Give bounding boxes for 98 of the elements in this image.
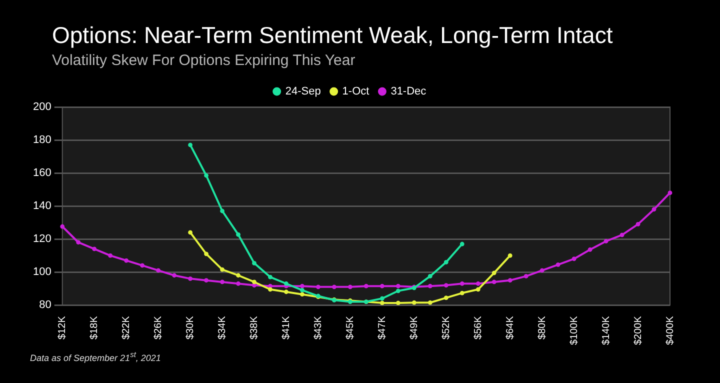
point	[460, 281, 464, 286]
point	[204, 278, 208, 283]
y-tick-label: 100	[32, 266, 52, 278]
y-tick-label: 80	[39, 299, 52, 312]
point	[268, 287, 272, 292]
point	[508, 278, 512, 283]
point	[220, 280, 224, 284]
point	[140, 263, 145, 268]
point	[204, 252, 208, 256]
point	[428, 274, 432, 278]
y-tick-label: 200	[32, 101, 52, 114]
x-tick-label: $43K	[312, 316, 324, 340]
point	[476, 287, 480, 292]
point	[620, 232, 624, 238]
point	[108, 253, 113, 258]
point	[396, 300, 400, 306]
point	[412, 300, 416, 305]
point	[460, 290, 464, 296]
point	[220, 267, 224, 272]
x-tick-label: $400K	[664, 316, 676, 346]
point	[252, 280, 256, 284]
x-tick-label: $64K	[504, 316, 516, 340]
point	[188, 276, 192, 281]
legend-label: 1-Oct	[342, 86, 370, 98]
point	[156, 268, 160, 273]
point	[444, 296, 448, 300]
x-tick-label: $12K	[57, 316, 68, 340]
point	[668, 190, 672, 196]
y-tick-label: 180	[32, 134, 52, 146]
point	[460, 242, 464, 246]
point	[428, 284, 432, 288]
text: Data as of September 21$^{st}$, 2021	[30, 350, 161, 363]
point	[380, 300, 384, 306]
x-tick-label: $45K	[344, 316, 356, 340]
point	[476, 281, 480, 286]
point	[332, 284, 336, 290]
x-tick-label: $140K	[600, 316, 612, 346]
x-tick-label: $47K	[376, 316, 388, 340]
point	[348, 284, 352, 290]
point	[204, 173, 208, 178]
point	[652, 207, 656, 212]
point	[236, 281, 240, 286]
y-tick-label: 120	[32, 233, 52, 246]
x-tick-label: $80K	[536, 316, 548, 340]
point	[236, 232, 240, 237]
chart-subtitle: Volatility Skew For Options Expiring This Year	[52, 52, 356, 69]
x-tick-label: $41K	[280, 316, 292, 340]
point	[300, 288, 304, 292]
point	[380, 284, 384, 288]
point	[172, 273, 176, 278]
point	[284, 290, 288, 294]
point	[396, 284, 400, 288]
point	[284, 281, 288, 286]
y-tick-label: 140	[32, 200, 52, 212]
point	[300, 292, 304, 297]
point	[300, 284, 304, 288]
point	[524, 274, 528, 278]
point	[396, 288, 400, 294]
x-tick-label: $38K	[248, 316, 260, 340]
point	[252, 260, 256, 266]
point	[236, 273, 240, 278]
point	[492, 280, 496, 284]
x-tick-label: $56K	[472, 316, 484, 340]
point	[492, 270, 496, 276]
x-tick-label: $30K	[185, 316, 196, 340]
point	[316, 284, 320, 290]
x-tick-label: $49K	[408, 316, 420, 340]
chart-title: Options: Near-Term Sentiment Weak, Long-Term Intact	[52, 22, 613, 49]
point	[444, 260, 448, 264]
point	[428, 300, 432, 305]
point	[556, 262, 560, 267]
point	[268, 274, 272, 280]
point	[572, 256, 576, 262]
point	[92, 246, 97, 252]
point	[220, 208, 224, 214]
point	[188, 142, 192, 148]
y-tick-label: 160	[32, 167, 52, 180]
point	[540, 268, 544, 273]
point	[188, 230, 192, 235]
point	[604, 239, 608, 244]
x-tick-label: $22K	[121, 316, 132, 340]
x-tick-label: $52K	[440, 316, 452, 340]
point	[380, 296, 384, 301]
x-tick-label: $18K	[89, 316, 100, 340]
point	[588, 247, 592, 252]
x-tick-label: $200K	[632, 316, 644, 346]
point	[124, 258, 129, 263]
x-tick-label: $26K	[153, 316, 164, 340]
legend-label: 31-Dec	[390, 86, 427, 98]
point	[444, 283, 448, 288]
point	[508, 253, 512, 258]
point	[636, 222, 640, 226]
point	[76, 240, 81, 245]
x-tick-label: $34K	[217, 316, 228, 340]
x-tick-label: $100K	[568, 316, 580, 346]
legend-label: 24-Sep	[285, 86, 321, 98]
point	[364, 284, 368, 288]
point	[60, 224, 65, 229]
